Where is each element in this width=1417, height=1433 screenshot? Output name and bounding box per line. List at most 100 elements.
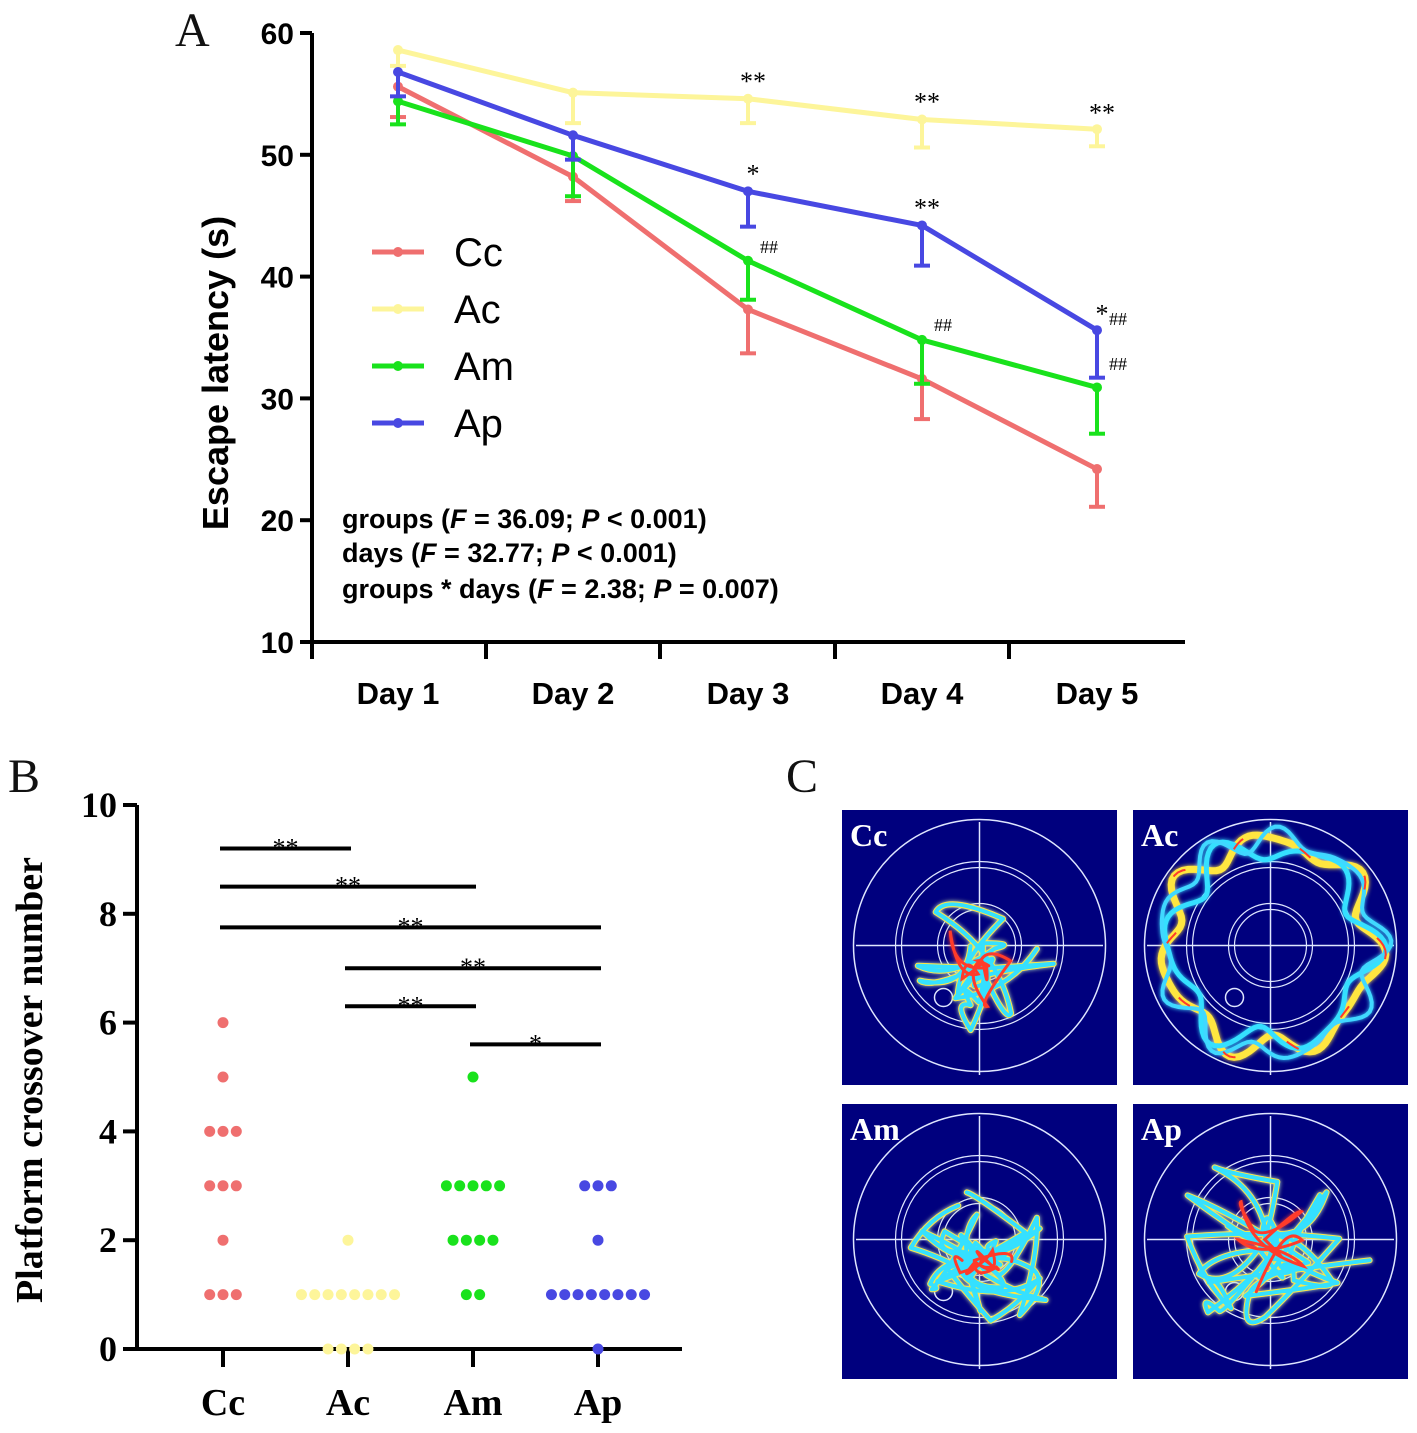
panel-c-heatmaps: Cc Ac Am Ap	[842, 810, 1408, 1379]
panel-b-data-point	[487, 1234, 499, 1246]
panel-b-data-point	[460, 1234, 472, 1246]
panel-a-y-tick-label: 50	[261, 140, 294, 173]
panel-b-data-point	[592, 1343, 604, 1355]
heatmap-am: Am	[842, 1104, 1117, 1379]
panel-b-data-point	[440, 1180, 452, 1192]
panel-a-data-point	[1092, 464, 1102, 475]
panel-a-data-point	[1092, 124, 1102, 135]
panel-a-legend: Cc Ac Am Ap	[372, 231, 514, 446]
panel-b-data-point	[362, 1289, 374, 1301]
panel-label-b: B	[8, 750, 40, 803]
panel-b-data-point	[230, 1125, 242, 1137]
panel-b-data-point	[545, 1289, 557, 1301]
panel-label-a: A	[175, 4, 210, 57]
legend-label: Am	[454, 345, 514, 389]
panel-b-data-point	[467, 1180, 479, 1192]
panel-b-group-am	[440, 1071, 506, 1301]
heatmap-cc: Cc	[842, 810, 1117, 1085]
panel-a-data-point	[393, 45, 403, 56]
panel-b-data-point	[467, 1071, 479, 1083]
panel-a-significance-marker: **	[1089, 99, 1115, 128]
panel-a-stats-pre: days (	[342, 538, 420, 568]
panel-a-data-point	[568, 87, 578, 98]
panel-b-data-point	[474, 1289, 486, 1301]
legend-label: Cc	[454, 231, 503, 275]
panel-a-data-point	[917, 334, 927, 345]
heatmap-label: Ap	[1141, 1111, 1182, 1147]
panel-b-data-point	[309, 1289, 321, 1301]
panel-a-stats-p-label: P	[551, 538, 570, 568]
panel-a-x-tick-label: Day 5	[1056, 676, 1139, 711]
panel-b-significance-label: **	[398, 991, 424, 1020]
panel-b-data-point	[217, 1180, 229, 1192]
trajectory-path	[1159, 824, 1394, 1061]
panel-b-data-point	[217, 1289, 229, 1301]
panel-b-data-point	[217, 1234, 229, 1246]
panel-a-stats-p-val: = 0.007)	[671, 574, 778, 604]
panel-b-data-point	[295, 1289, 307, 1301]
panel-a-data-point	[393, 66, 403, 77]
panel-a-data-point	[1092, 382, 1102, 393]
panel-a-data-point	[743, 93, 753, 104]
panel-b-data-point	[605, 1180, 617, 1192]
panel-a-data-point	[393, 96, 403, 107]
panel-b-data-point	[585, 1289, 597, 1301]
swim-trajectory	[1184, 1164, 1373, 1326]
panel-b-data-point	[592, 1180, 604, 1192]
panel-a-y-tick-label: 40	[261, 262, 294, 295]
panel-b-scatter-chart: Platform crossover number 0 2 4 6 8 10 Cc Ac Am A…	[9, 785, 682, 1424]
panel-b-data-point	[447, 1234, 459, 1246]
panel-a-significance-marker: ##	[760, 237, 778, 257]
legend-swatch-marker	[393, 418, 403, 428]
panel-a-series-am	[390, 96, 1105, 436]
panel-b-data-point	[460, 1289, 472, 1301]
panel-a-stats-line: groups (F = 36.09; P < 0.001)	[342, 504, 707, 534]
legend-swatch-marker	[393, 361, 403, 371]
panel-b-y-tick-label: 2	[99, 1220, 117, 1260]
panel-a-stats-p-label: P	[581, 504, 600, 534]
heatmap-label: Ac	[1141, 817, 1178, 853]
panel-b-data-point	[612, 1289, 624, 1301]
panel-b-y-tick-label: 6	[99, 1003, 117, 1043]
panel-b-data-point	[204, 1180, 216, 1192]
panel-a-stats-p-val: < 0.001)	[569, 538, 676, 568]
panel-b-data-point	[572, 1289, 584, 1301]
panel-a-significance-marker: ##	[1109, 309, 1127, 329]
panel-b-data-point	[474, 1234, 486, 1246]
panel-b-data-point	[217, 1125, 229, 1137]
panel-b-x-tick-label: Ac	[326, 1382, 370, 1424]
panel-b-data-point	[217, 1017, 229, 1029]
panel-a-x-tick-label: Day 3	[707, 676, 790, 711]
swim-trajectory	[914, 901, 1057, 1034]
heatmap-ac: Ac	[1133, 810, 1408, 1085]
panel-a-significance-marker: **	[740, 67, 766, 96]
panel-b-significance-label: **	[335, 872, 361, 901]
panel-a-significance-marker: ##	[1109, 354, 1127, 374]
trajectory-hotspot	[948, 930, 1013, 1008]
panel-b-group-ac	[295, 1234, 401, 1355]
panel-b-data-point	[375, 1289, 387, 1301]
panel-a-data-point	[568, 130, 578, 141]
panel-b-data-point	[342, 1234, 354, 1246]
legend-label: Ac	[454, 288, 501, 332]
panel-a-y-tick-label: 20	[261, 505, 294, 538]
trajectory-hotspot	[1233, 1199, 1309, 1294]
panel-a-y-tick-label: 10	[261, 627, 294, 660]
panel-a-x-tick-label: Day 4	[881, 676, 964, 711]
platform-marker	[1224, 987, 1245, 1008]
heatmap-ap: Ap	[1133, 1104, 1408, 1379]
panel-a-y-tick-label: 60	[261, 18, 294, 51]
panel-b-y-tick-label: 4	[99, 1111, 117, 1151]
panel-a-stats-pre: groups (	[342, 504, 450, 534]
panel-b-group-cc	[204, 1017, 242, 1301]
panel-b-data-point	[322, 1289, 334, 1301]
swim-trajectory	[907, 1189, 1049, 1324]
panel-a-data-point	[743, 186, 753, 197]
panel-b-data-point	[349, 1289, 361, 1301]
panel-b-significance-label: **	[273, 834, 299, 863]
panel-a-series-ap	[390, 66, 1105, 380]
panel-label-c: C	[786, 750, 818, 803]
panel-b-significance-label: **	[398, 912, 424, 941]
panel-b-data-point	[389, 1289, 401, 1301]
